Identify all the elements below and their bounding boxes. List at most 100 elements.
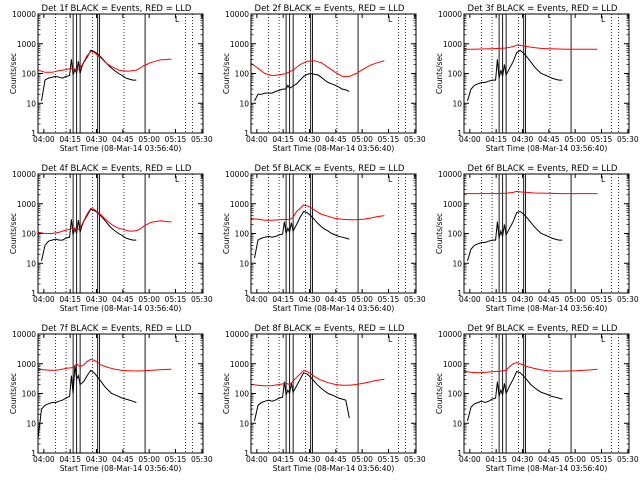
x-tick-label: 05:00: [351, 135, 373, 144]
x-tick-label: 04:15: [59, 135, 81, 144]
lld-series-line: [250, 60, 385, 77]
x-tick-label: 04:45: [325, 295, 347, 304]
x-axis-label: Start Time (08-Mar-14 03:56:40): [60, 304, 182, 313]
y-tick-label: 100: [22, 230, 37, 239]
lld-series-line: [37, 50, 172, 73]
x-tick-label: 04:15: [59, 455, 81, 464]
events-series-line: [41, 49, 137, 101]
x-tick-label: 05:30: [191, 135, 213, 144]
x-tick-label: 05:15: [378, 135, 400, 144]
panel-title: Det 9f BLACK = Events, RED = LLD: [468, 324, 618, 334]
x-tick-label: 05:30: [617, 455, 639, 464]
y-tick-label: 1: [31, 449, 36, 458]
y-axis-label: Counts/sec: [222, 53, 231, 94]
panel-title: Det 2f BLACK = Events, RED = LLD: [255, 4, 405, 14]
y-tick-label: 1000: [230, 360, 249, 369]
x-tick-label: 04:30: [299, 295, 321, 304]
x-axis-label: Start Time (08-Mar-14 03:56:40): [273, 144, 395, 153]
x-tick-label: 05:00: [564, 295, 586, 304]
x-tick-label: 04:30: [86, 135, 108, 144]
x-tick-label: 05:00: [138, 295, 160, 304]
x-tick-label: 04:30: [299, 135, 321, 144]
y-tick-label: 10000: [12, 170, 36, 179]
events-series-line: [41, 208, 137, 262]
y-tick-label: 10000: [225, 330, 249, 339]
events-series-line: [254, 72, 350, 102]
x-tick-label: 05:00: [351, 295, 373, 304]
y-tick-label: 1000: [17, 360, 36, 369]
x-axis-label: Start Time (08-Mar-14 03:56:40): [273, 464, 395, 473]
corner-mark: L: [175, 335, 180, 344]
lld-series-line: [37, 207, 172, 234]
x-tick-label: 05:15: [378, 295, 400, 304]
events-series-line: [467, 210, 563, 262]
y-tick-label: 10000: [225, 170, 249, 179]
y-tick-label: 100: [235, 390, 250, 399]
lld-series-line: [250, 204, 385, 221]
y-tick-label: 10000: [12, 10, 36, 19]
y-tick-label: 1: [457, 129, 462, 138]
x-tick-label: 04:30: [86, 295, 108, 304]
x-axis-label: Start Time (08-Mar-14 03:56:40): [486, 304, 608, 313]
corner-mark: L: [601, 335, 606, 344]
plot-frame: [37, 173, 204, 294]
y-axis-label: Counts/sec: [222, 373, 231, 414]
y-tick-label: 10000: [438, 330, 462, 339]
y-tick-label: 100: [448, 230, 463, 239]
x-tick-label: 04:00: [33, 455, 55, 464]
y-tick-label: 1: [244, 129, 249, 138]
events-series-line: [37, 365, 137, 439]
x-tick-label: 05:15: [165, 455, 187, 464]
y-tick-label: 10: [26, 419, 36, 428]
x-tick-label: 04:30: [512, 295, 534, 304]
y-tick-label: 1: [244, 289, 249, 298]
y-tick-label: 1000: [17, 40, 36, 49]
x-tick-label: 05:30: [617, 135, 639, 144]
corner-mark: L: [175, 15, 180, 24]
plot-frame: [463, 13, 630, 134]
y-tick-label: 10000: [12, 330, 36, 339]
x-tick-label: 04:00: [459, 295, 481, 304]
x-tick-label: 04:30: [299, 455, 321, 464]
x-tick-label: 05:15: [591, 455, 613, 464]
plot-frame: [37, 333, 204, 454]
x-tick-label: 04:45: [538, 295, 560, 304]
x-tick-label: 05:30: [617, 295, 639, 304]
panel-title: Det 6f BLACK = Events, RED = LLD: [468, 164, 618, 174]
panel-title: Det 5f BLACK = Events, RED = LLD: [255, 164, 405, 174]
lld-series-line: [464, 190, 598, 195]
x-tick-label: 05:30: [404, 135, 426, 144]
x-tick-label: 04:45: [112, 295, 134, 304]
x-tick-label: 05:30: [404, 295, 426, 304]
lld-series-line: [37, 358, 172, 372]
x-tick-label: 05:15: [378, 455, 400, 464]
y-tick-label: 1: [31, 129, 36, 138]
panel-title: Det 7f BLACK = Events, RED = LLD: [42, 324, 192, 334]
x-tick-label: 04:30: [512, 135, 534, 144]
corner-mark: L: [601, 15, 606, 24]
x-tick-label: 04:00: [246, 295, 268, 304]
x-axis-label: Start Time (08-Mar-14 03:56:40): [486, 464, 608, 473]
y-tick-label: 10000: [438, 170, 462, 179]
x-tick-label: 05:30: [191, 295, 213, 304]
x-tick-label: 05:00: [351, 455, 373, 464]
y-tick-label: 1000: [443, 360, 462, 369]
y-tick-label: 100: [448, 390, 463, 399]
x-tick-label: 04:00: [459, 455, 481, 464]
plot-frame: [250, 173, 417, 294]
panel-title: Det 3f BLACK = Events, RED = LLD: [468, 4, 618, 14]
x-tick-label: 04:00: [459, 135, 481, 144]
y-tick-label: 10000: [225, 10, 249, 19]
y-tick-label: 100: [235, 230, 250, 239]
y-tick-label: 1: [31, 289, 36, 298]
panel-title: Det 4f BLACK = Events, RED = LLD: [42, 164, 192, 174]
y-tick-label: 1: [457, 449, 462, 458]
x-tick-label: 05:15: [165, 295, 187, 304]
